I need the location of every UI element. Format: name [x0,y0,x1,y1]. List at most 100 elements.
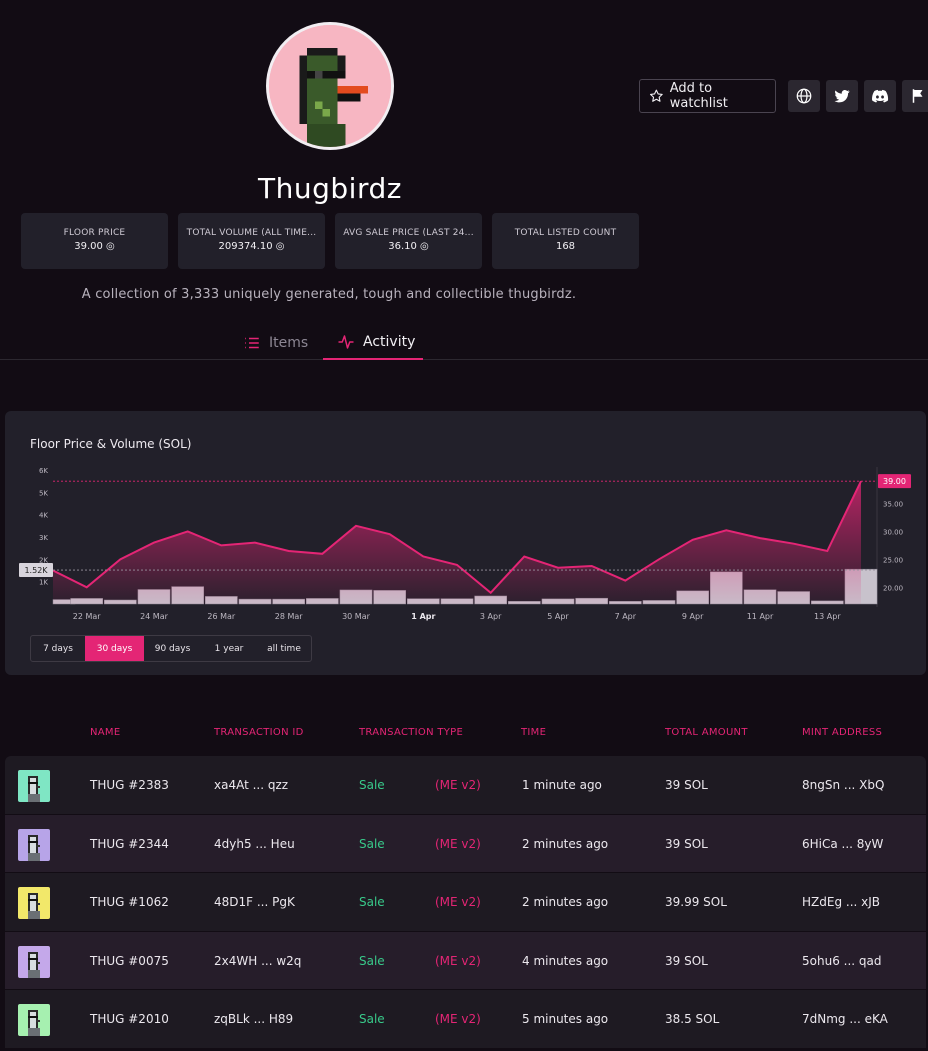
transaction-time: 5 minutes ago [522,1012,609,1026]
left-axis-tick: 3K [39,534,48,542]
globe-icon [796,88,812,104]
table-row[interactable]: THUG #1062 48D1F ... PgK Sale (ME v2) 2 … [5,873,926,932]
collection-description: A collection of 3,333 uniquely generated… [81,287,577,302]
transaction-id[interactable]: 2x4WH ... w2q [214,953,302,968]
mint-address[interactable]: 5ohu6 ... qad [802,953,882,968]
stat-value: 168 [555,241,576,252]
column-header-transaction-type[interactable]: TRANSACTION TYPE [359,727,464,738]
volume-marker [19,563,53,578]
total-amount: 38.5 SOL [665,1012,720,1026]
column-header-transaction-id[interactable]: TRANSACTION ID [214,727,304,738]
stat-floor-price: FLOOR PRICE 39.00 ◎ [21,213,168,269]
transaction-time: 2 minutes ago [522,895,609,909]
table-row[interactable]: THUG #2383 xa4At ... qzz Sale (ME v2) 1 … [5,756,926,815]
stat-total-listed: TOTAL LISTED COUNT 168 [492,213,639,269]
report-button[interactable] [902,80,928,112]
marketplace-label: (ME v2) [435,778,481,792]
stats-row: FLOOR PRICE 39.00 ◎ TOTAL VOLUME (ALL TI… [21,213,639,269]
transaction-type: Sale [359,953,385,968]
range-90-days[interactable]: 90 days [154,643,191,654]
transaction-id[interactable]: 4dyh5 ... Heu [214,836,295,851]
range-30-days[interactable]: 30 days [85,636,144,661]
transaction-type: Sale [359,778,385,792]
left-axis-tick: 6K [39,467,48,475]
column-header-total-amount[interactable]: TOTAL AMOUNT [665,727,748,738]
website-button[interactable] [788,80,820,112]
floor-price-line [52,480,862,595]
right-axis-tick: 35.00 [883,501,903,509]
watchlist-label: Add to watchlist [669,81,728,111]
column-header-time[interactable]: TIME [521,727,547,738]
mint-address[interactable]: 7dNmg ... eKA [802,1012,888,1026]
x-axis-tick: 13 Apr [814,612,841,621]
range-1-year[interactable]: 1 year [214,643,244,654]
tab-activity[interactable]: Activity [323,326,423,360]
transaction-id[interactable]: xa4At ... qzz [214,778,289,792]
x-axis-tick: 1 Apr [411,612,435,621]
floor-price-marker-label: 39.00 [883,477,906,486]
nft-thumbnail[interactable] [18,887,50,919]
time-range-selector: 7 days 30 days 90 days 1 year all time [30,635,312,662]
table-row[interactable]: THUG #0075 2x4WH ... w2q Sale (ME v2) 4 … [5,931,926,990]
stat-value: 39.00 ◎ [74,241,115,252]
nft-name[interactable]: THUG #0075 [90,953,169,968]
nft-thumbnail[interactable] [18,1004,50,1036]
stat-label: TOTAL VOLUME (ALL TIME... [186,228,317,238]
x-axis-tick: 26 Mar [207,612,236,621]
marketplace-label: (ME v2) [435,1012,481,1026]
x-axis-tick: 7 Apr [615,612,637,621]
left-axis-tick: 4K [39,512,48,520]
header-actions: Add to watchlist [639,79,928,113]
right-axis-tick: 20.00 [883,584,903,592]
left-axis-tick: 2K [39,556,48,564]
discord-icon [872,89,889,103]
stat-value: 209374.10 ◎ [218,241,285,252]
marketplace-label: (ME v2) [435,953,481,968]
volume-marker-label: 1.52K [24,566,48,575]
nft-thumbnail[interactable] [18,770,50,802]
column-header-mint-address[interactable]: MINT ADDRESS [802,727,883,738]
transaction-type: Sale [359,836,385,851]
range-all-time[interactable]: all time [267,643,301,654]
nft-thumbnail[interactable] [18,945,50,978]
nft-name[interactable]: THUG #2383 [90,778,169,792]
table-row[interactable]: THUG #2344 4dyh5 ... Heu Sale (ME v2) 2 … [5,814,926,873]
mint-address[interactable]: 6HiCa ... 8yW [802,836,884,851]
marketplace-label: (ME v2) [435,895,481,909]
activity-table-header: NAME TRANSACTION ID TRANSACTION TYPE TIM… [0,727,928,741]
total-amount: 39 SOL [665,836,708,851]
column-header-name[interactable]: NAME [90,727,121,738]
left-axis-tick: 1K [39,579,48,587]
left-axis-tick: 5K [39,489,48,497]
floor-price-marker [878,474,911,489]
nft-name[interactable]: THUG #2344 [90,836,169,851]
tab-label: Items [269,335,309,351]
discord-button[interactable] [864,80,896,112]
nft-name[interactable]: THUG #1062 [90,895,169,909]
x-axis-tick: 3 Apr [480,612,502,621]
right-axis-tick: 25.00 [883,556,903,564]
stat-label: TOTAL LISTED COUNT [514,228,617,238]
transaction-id[interactable]: 48D1F ... PgK [214,895,295,909]
tab-label: Activity [363,334,416,350]
stat-avg-sale-price: AVG SALE PRICE (LAST 24... 36.10 ◎ [335,213,482,269]
table-row[interactable]: THUG #2010 zqBLk ... H89 Sale (ME v2) 5 … [5,990,926,1049]
floor-volume-chart[interactable]: 1K 2K 3K 4K 5K 6K 20.00 25.00 30.00 35.00 22 Mar… [5,411,926,631]
nft-thumbnail[interactable] [18,828,50,861]
x-axis-tick: 5 Apr [547,612,569,621]
transaction-time: 2 minutes ago [522,836,609,851]
mint-address[interactable]: HZdEg ... xJB [802,895,881,909]
range-7-days[interactable]: 7 days [43,643,73,654]
x-axis-tick: 9 Apr [682,612,704,621]
stat-label: AVG SALE PRICE (LAST 24... [343,228,474,238]
transaction-id[interactable]: zqBLk ... H89 [214,1012,294,1026]
twitter-button[interactable] [826,80,858,112]
transaction-type: Sale [359,1012,385,1026]
list-icon [245,337,259,349]
floor-price-area [53,481,861,604]
mint-address[interactable]: 8ngSn ... XbQ [802,778,885,792]
tab-items[interactable]: Items [243,326,308,360]
transaction-time: 4 minutes ago [522,953,609,968]
add-to-watchlist-button[interactable]: Add to watchlist [639,79,776,113]
nft-name[interactable]: THUG #2010 [90,1012,169,1026]
